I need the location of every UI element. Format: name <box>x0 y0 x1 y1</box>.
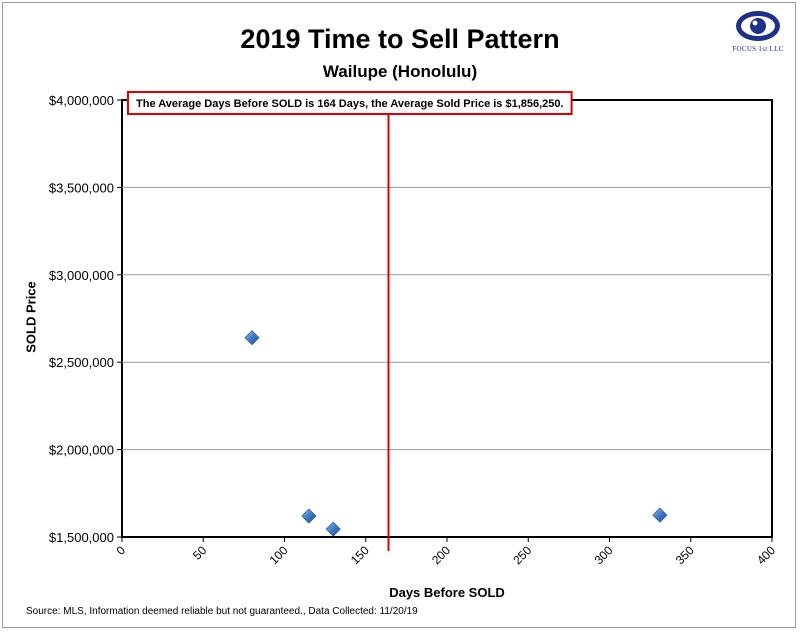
x-axis-label: Days Before SOLD <box>389 585 505 600</box>
chart-title: 2019 Time to Sell Pattern <box>240 24 560 54</box>
x-tick-label: 300 <box>592 543 616 567</box>
x-tick-label: 50 <box>190 543 210 563</box>
y-tick-label: $2,000,000 <box>49 443 114 458</box>
plot-area <box>121 99 773 538</box>
x-tick-label: 250 <box>510 543 534 567</box>
x-tick-label: 100 <box>267 543 291 567</box>
x-tick-label: 400 <box>754 543 778 567</box>
annotation-text: The Average Days Before SOLD is 164 Days… <box>136 98 564 110</box>
y-tick-label: $3,500,000 <box>49 180 114 195</box>
annotation-box <box>127 91 573 115</box>
y-tick-label: $1,500,000 <box>49 530 114 545</box>
x-tick-label: 350 <box>673 543 697 567</box>
x-tick-label: 0 <box>113 543 128 558</box>
y-tick-label: $2,500,000 <box>49 355 114 370</box>
data-point <box>301 508 317 524</box>
data-point <box>244 330 260 346</box>
data-point <box>325 521 341 537</box>
data-point <box>652 507 668 523</box>
y-tick-label: $4,000,000 <box>49 93 114 108</box>
x-tick-label: 200 <box>429 543 453 567</box>
x-tick-label: 150 <box>348 543 372 567</box>
y-tick-label: $3,000,000 <box>49 268 114 283</box>
eye-logo-icon <box>736 9 780 43</box>
source-note: Source: MLS, Information deemed reliable… <box>26 606 418 617</box>
chart-subtitle: Wailupe (Honolulu) <box>322 62 478 81</box>
logo-text: FOCUS 1st LLC <box>732 45 784 53</box>
